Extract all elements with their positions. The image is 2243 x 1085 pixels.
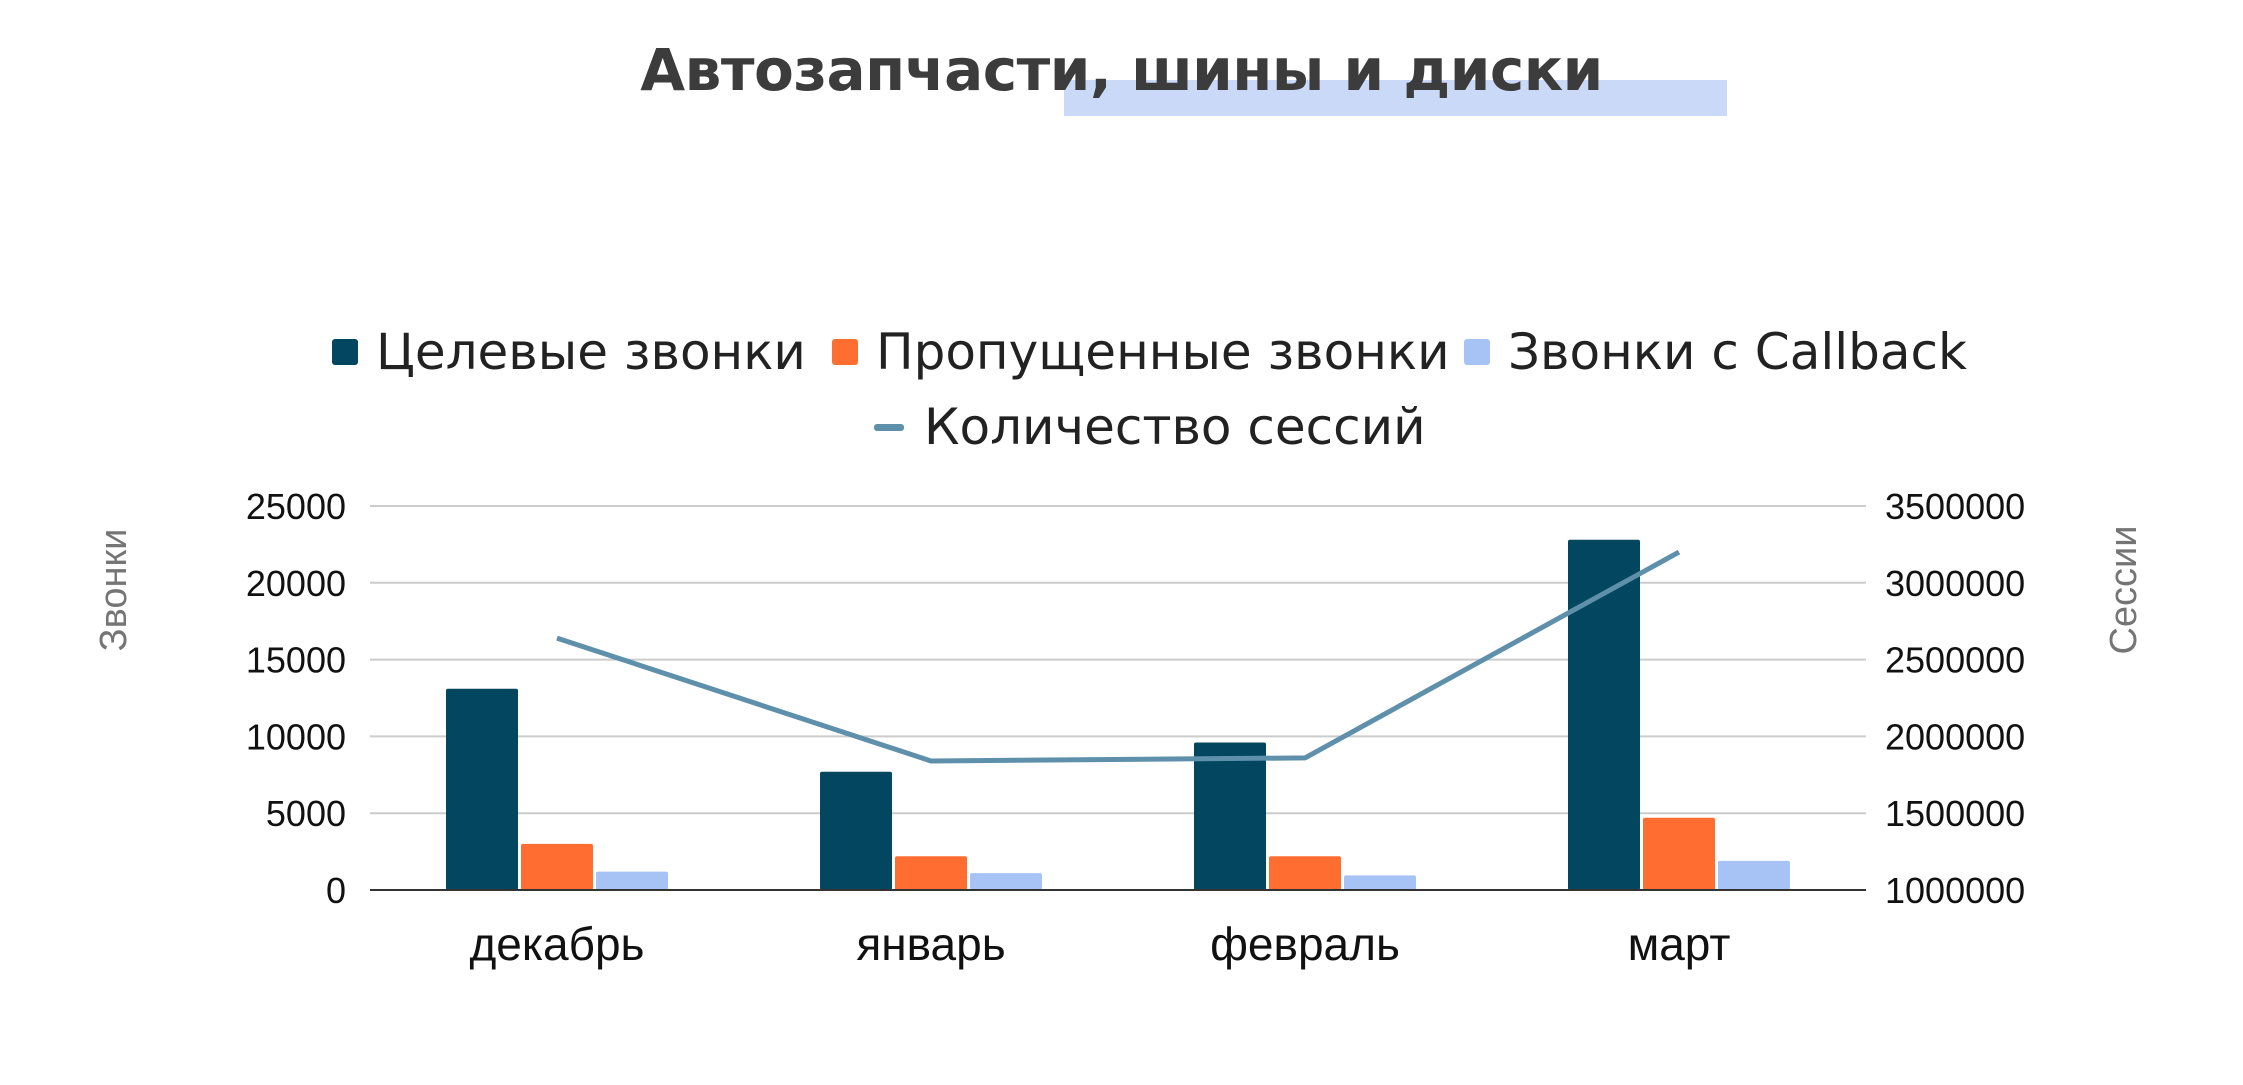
bar-targeted — [820, 771, 892, 890]
y-left-tick-label: 20000 — [246, 563, 346, 604]
legend-swatch-callback — [1464, 339, 1490, 365]
bar-callback — [970, 873, 1042, 890]
title-highlight — [1064, 80, 1727, 116]
legend-label: Пропущенные звонки — [876, 323, 1450, 381]
y-right-tick-label: 2000000 — [1885, 716, 2025, 757]
bar-missed — [1643, 817, 1715, 890]
bar-missed — [521, 843, 593, 890]
y-left-tick-label: 0 — [326, 870, 346, 911]
legend-swatch-missed — [832, 339, 858, 365]
legend-swatch-targeted — [332, 339, 358, 365]
y-left-tick-label: 5000 — [266, 793, 346, 834]
y-right-tick-label: 3500000 — [1885, 486, 2025, 527]
x-tick-label: февраль — [1210, 918, 1400, 970]
bar-callback — [596, 871, 668, 890]
series-line-sessions — [556, 549, 1681, 764]
y-right-axis-title: Сессии — [2103, 525, 2145, 654]
legend-label: Целевые звонки — [376, 323, 806, 381]
legend-label: Количество сессий — [924, 398, 1426, 456]
legend-swatch-sessions — [874, 424, 904, 431]
y-left-tick-label: 10000 — [246, 716, 346, 757]
y-left-axis-title: Звонки — [93, 529, 135, 652]
bar-missed — [1269, 856, 1341, 890]
bar-targeted — [1568, 539, 1640, 890]
bar-callback — [1344, 875, 1416, 890]
y-right-tick-label: 2500000 — [1885, 640, 2025, 681]
bar-callback — [1718, 860, 1790, 890]
bar-targeted — [1194, 742, 1266, 890]
y-left-tick-label: 25000 — [246, 486, 346, 527]
y-right-tick-label: 1500000 — [1885, 793, 2025, 834]
x-tick-label: декабрь — [469, 918, 644, 970]
x-tick-label: март — [1628, 918, 1731, 970]
legend-label: Звонки с Callback — [1508, 323, 1967, 381]
bar-targeted — [446, 688, 518, 890]
y-right-tick-label: 3000000 — [1885, 563, 2025, 604]
y-right-tick-label: 1000000 — [1885, 870, 2025, 911]
x-tick-label: январь — [856, 918, 1005, 970]
bar-missed — [895, 856, 967, 890]
chart-title: Автозапчасти, шины и диски — [640, 36, 1603, 104]
y-left-tick-label: 15000 — [246, 640, 346, 681]
